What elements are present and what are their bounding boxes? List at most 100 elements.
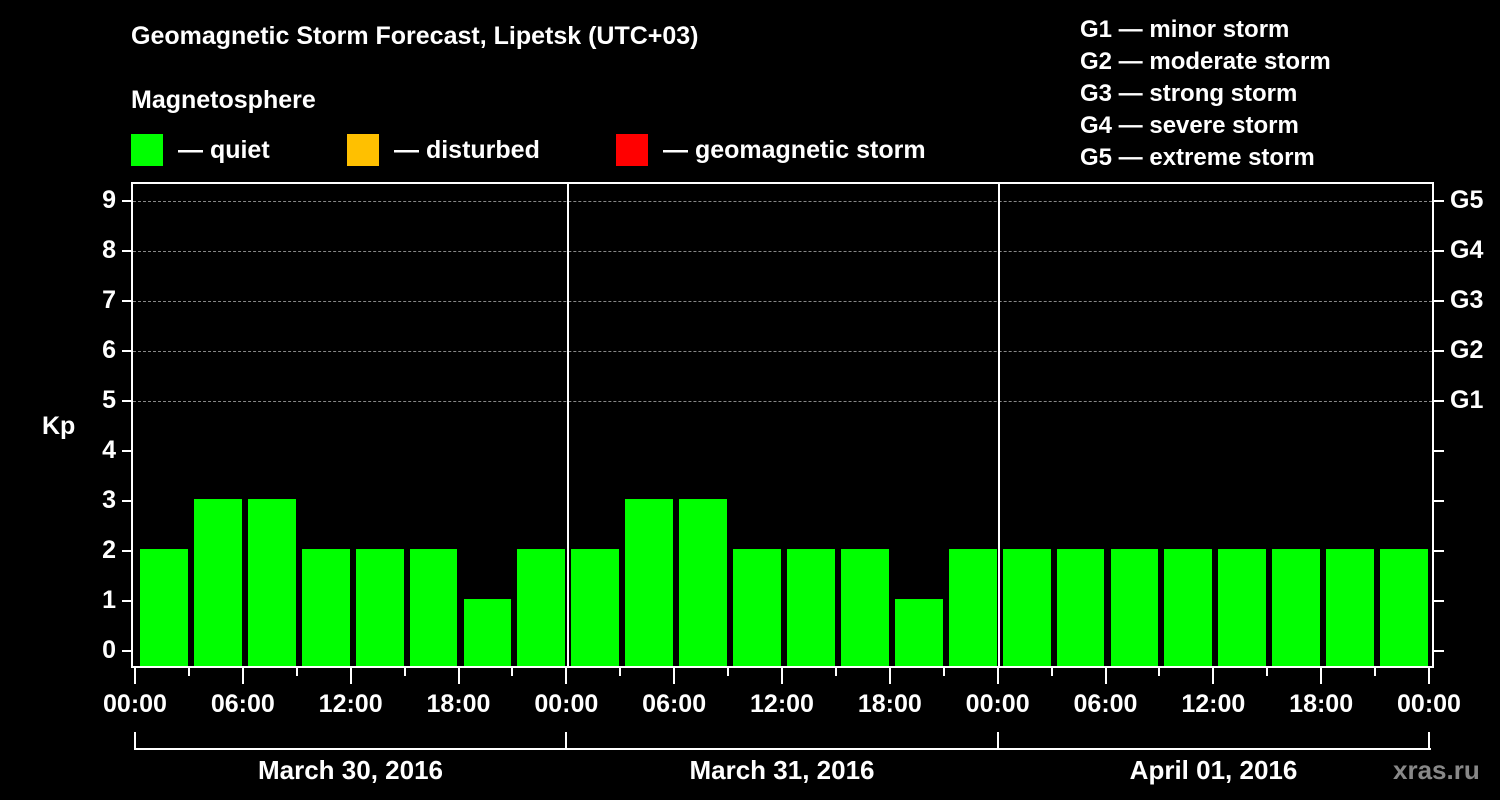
x-tick-major: [349, 668, 352, 684]
gridline: [133, 401, 1432, 402]
legend-swatch-quiet: [131, 134, 163, 166]
y-tick: [122, 350, 132, 352]
date-label: April 01, 2016: [1129, 755, 1298, 785]
x-tick-major: [1212, 668, 1215, 684]
x-tick-major: [673, 668, 676, 684]
kp-bar: [1164, 549, 1213, 666]
g-scale-label: G2: [1450, 336, 1484, 364]
day-separator: [567, 184, 569, 666]
date-bracket: [135, 748, 1431, 750]
y-tick-label: 3: [102, 486, 116, 514]
x-tick-major: [996, 668, 999, 684]
x-tick-major: [457, 668, 460, 684]
y-tick-right: [1434, 350, 1444, 352]
storm-scale-item: G2 — moderate storm: [1080, 48, 1331, 75]
x-tick-minor: [1050, 668, 1053, 676]
y-tick-label: 4: [102, 436, 116, 464]
date-bracket-tick: [565, 732, 567, 750]
storm-scale-item: G1 — minor storm: [1080, 16, 1290, 43]
x-tick-label: 00:00: [965, 690, 1030, 718]
x-tick-minor: [187, 668, 190, 676]
y-tick: [122, 650, 132, 652]
y-tick-right: [1434, 450, 1444, 452]
kp-bar: [409, 549, 458, 666]
x-tick-minor: [619, 668, 622, 676]
x-tick-minor: [834, 668, 837, 676]
y-tick: [122, 600, 132, 602]
x-tick-label: 06:00: [642, 690, 707, 718]
y-tick-right: [1434, 650, 1444, 652]
y-tick-label: 6: [102, 336, 116, 364]
kp-bar: [355, 549, 404, 666]
x-tick-minor: [295, 668, 298, 676]
kp-bar: [1002, 549, 1051, 666]
x-tick-minor: [1374, 668, 1377, 676]
x-tick-major: [241, 668, 244, 684]
g-scale-label: G3: [1450, 286, 1484, 314]
date-bracket-tick: [1428, 732, 1430, 750]
kp-bar: [301, 549, 350, 666]
x-tick-major: [1320, 668, 1323, 684]
x-tick-major: [888, 668, 891, 684]
x-tick-minor: [1158, 668, 1161, 676]
kp-bar: [948, 549, 997, 666]
x-tick-minor: [942, 668, 945, 676]
x-tick-minor: [403, 668, 406, 676]
x-tick-minor: [727, 668, 730, 676]
kp-bar: [1380, 549, 1428, 666]
plot-area: [131, 182, 1434, 668]
legend-swatch-disturbed: [347, 134, 379, 166]
gridline: [133, 301, 1432, 302]
kp-bar: [1218, 549, 1267, 666]
kp-bar: [787, 549, 835, 666]
date-label: March 30, 2016: [257, 755, 443, 785]
y-tick: [122, 300, 132, 302]
legend-label: — geomagnetic storm: [663, 135, 926, 164]
x-tick-label: 06:00: [210, 690, 275, 718]
kp-bar: [1056, 549, 1105, 666]
watermark: xras.ru: [1393, 755, 1480, 785]
kp-bar: [571, 549, 620, 666]
chart-title: Geomagnetic Storm Forecast, Lipetsk (UTC…: [131, 22, 699, 50]
y-tick-right: [1434, 400, 1444, 402]
y-axis-label: Kp: [42, 412, 76, 440]
y-tick-right: [1434, 600, 1444, 602]
date-bracket-tick: [134, 732, 136, 750]
y-tick-right: [1434, 250, 1444, 252]
legend-label: — disturbed: [394, 135, 540, 164]
y-tick-label: 9: [102, 186, 116, 214]
g-scale-label: G4: [1450, 236, 1484, 264]
kp-bar: [625, 499, 674, 666]
x-tick-label: 12:00: [318, 690, 383, 718]
y-tick: [122, 250, 132, 252]
kp-bar: [1272, 549, 1321, 666]
kp-bar: [517, 549, 566, 666]
y-tick: [122, 400, 132, 402]
y-tick-label: 1: [102, 586, 116, 614]
x-tick-label: 18:00: [426, 690, 491, 718]
day-separator: [998, 184, 1000, 666]
y-tick-right: [1434, 500, 1444, 502]
chart-subtitle: Magnetosphere: [131, 86, 316, 114]
x-tick-minor: [1266, 668, 1269, 676]
kp-bar: [894, 599, 943, 666]
x-tick-label: 18:00: [1289, 690, 1354, 718]
y-tick-label: 7: [102, 286, 116, 314]
kp-bar: [1110, 549, 1159, 666]
x-tick-label: 12:00: [1181, 690, 1246, 718]
y-tick: [122, 550, 132, 552]
gridline: [133, 251, 1432, 252]
x-tick-label: 00:00: [1397, 690, 1461, 718]
y-tick-right: [1434, 200, 1444, 202]
y-tick-label: 8: [102, 236, 116, 264]
kp-bar: [463, 599, 512, 666]
legend-storm: — geomagnetic storm: [616, 133, 926, 167]
kp-bar: [679, 499, 728, 666]
storm-scale-legend: G1 — minor storm G2 — moderate storm G3 …: [1080, 14, 1331, 174]
kp-bar: [193, 499, 242, 666]
legend-label: — quiet: [178, 135, 270, 164]
x-tick-major: [134, 668, 136, 684]
x-tick-major: [781, 668, 783, 684]
x-tick-label: 12:00: [750, 690, 814, 718]
x-tick-major: [565, 668, 568, 684]
